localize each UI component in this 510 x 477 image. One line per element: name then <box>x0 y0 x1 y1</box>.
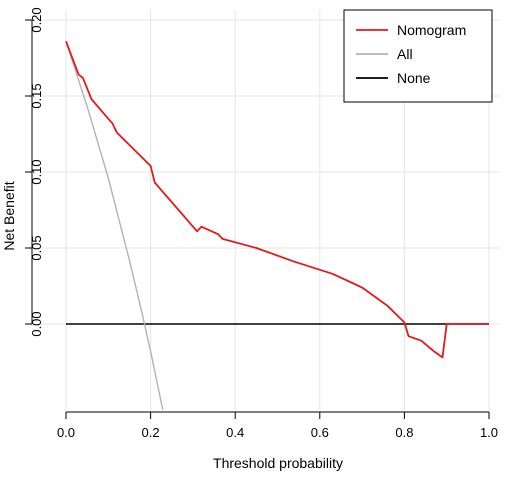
legend: Nomogram All None <box>343 9 493 103</box>
x-tick-label-4: 0.8 <box>395 425 413 440</box>
x-tick-label-0: 0.0 <box>57 425 75 440</box>
x-tick-label-3: 0.6 <box>311 425 329 440</box>
legend-box <box>343 9 493 103</box>
x-axis-title: Threshold probability <box>213 455 343 471</box>
y-axis-title: Net Benefit <box>1 181 17 250</box>
y-tick-label-1: 0.05 <box>29 235 44 260</box>
series-line-all <box>65 41 164 410</box>
legend-label-none: None <box>397 70 431 86</box>
x-tick-label-5: 1.0 <box>480 425 498 440</box>
legend-label-all: All <box>397 46 413 62</box>
y-tick-label-2: 0.10 <box>29 159 44 184</box>
y-tick-label-3: 0.15 <box>29 83 44 108</box>
series-layer <box>65 40 489 410</box>
axis-layer: 0.0 0.2 0.4 0.6 0.8 1.0 0.00 0.05 0.10 0.15 0.20 <box>25 7 498 440</box>
series-line-nomogram <box>65 40 489 359</box>
x-tick-label-2: 0.4 <box>226 425 244 440</box>
x-tick-label-1: 0.2 <box>142 425 160 440</box>
y-tick-label-4: 0.20 <box>29 7 44 32</box>
legend-label-nomogram: Nomogram <box>397 22 466 38</box>
y-tick-label-0: 0.00 <box>29 311 44 336</box>
